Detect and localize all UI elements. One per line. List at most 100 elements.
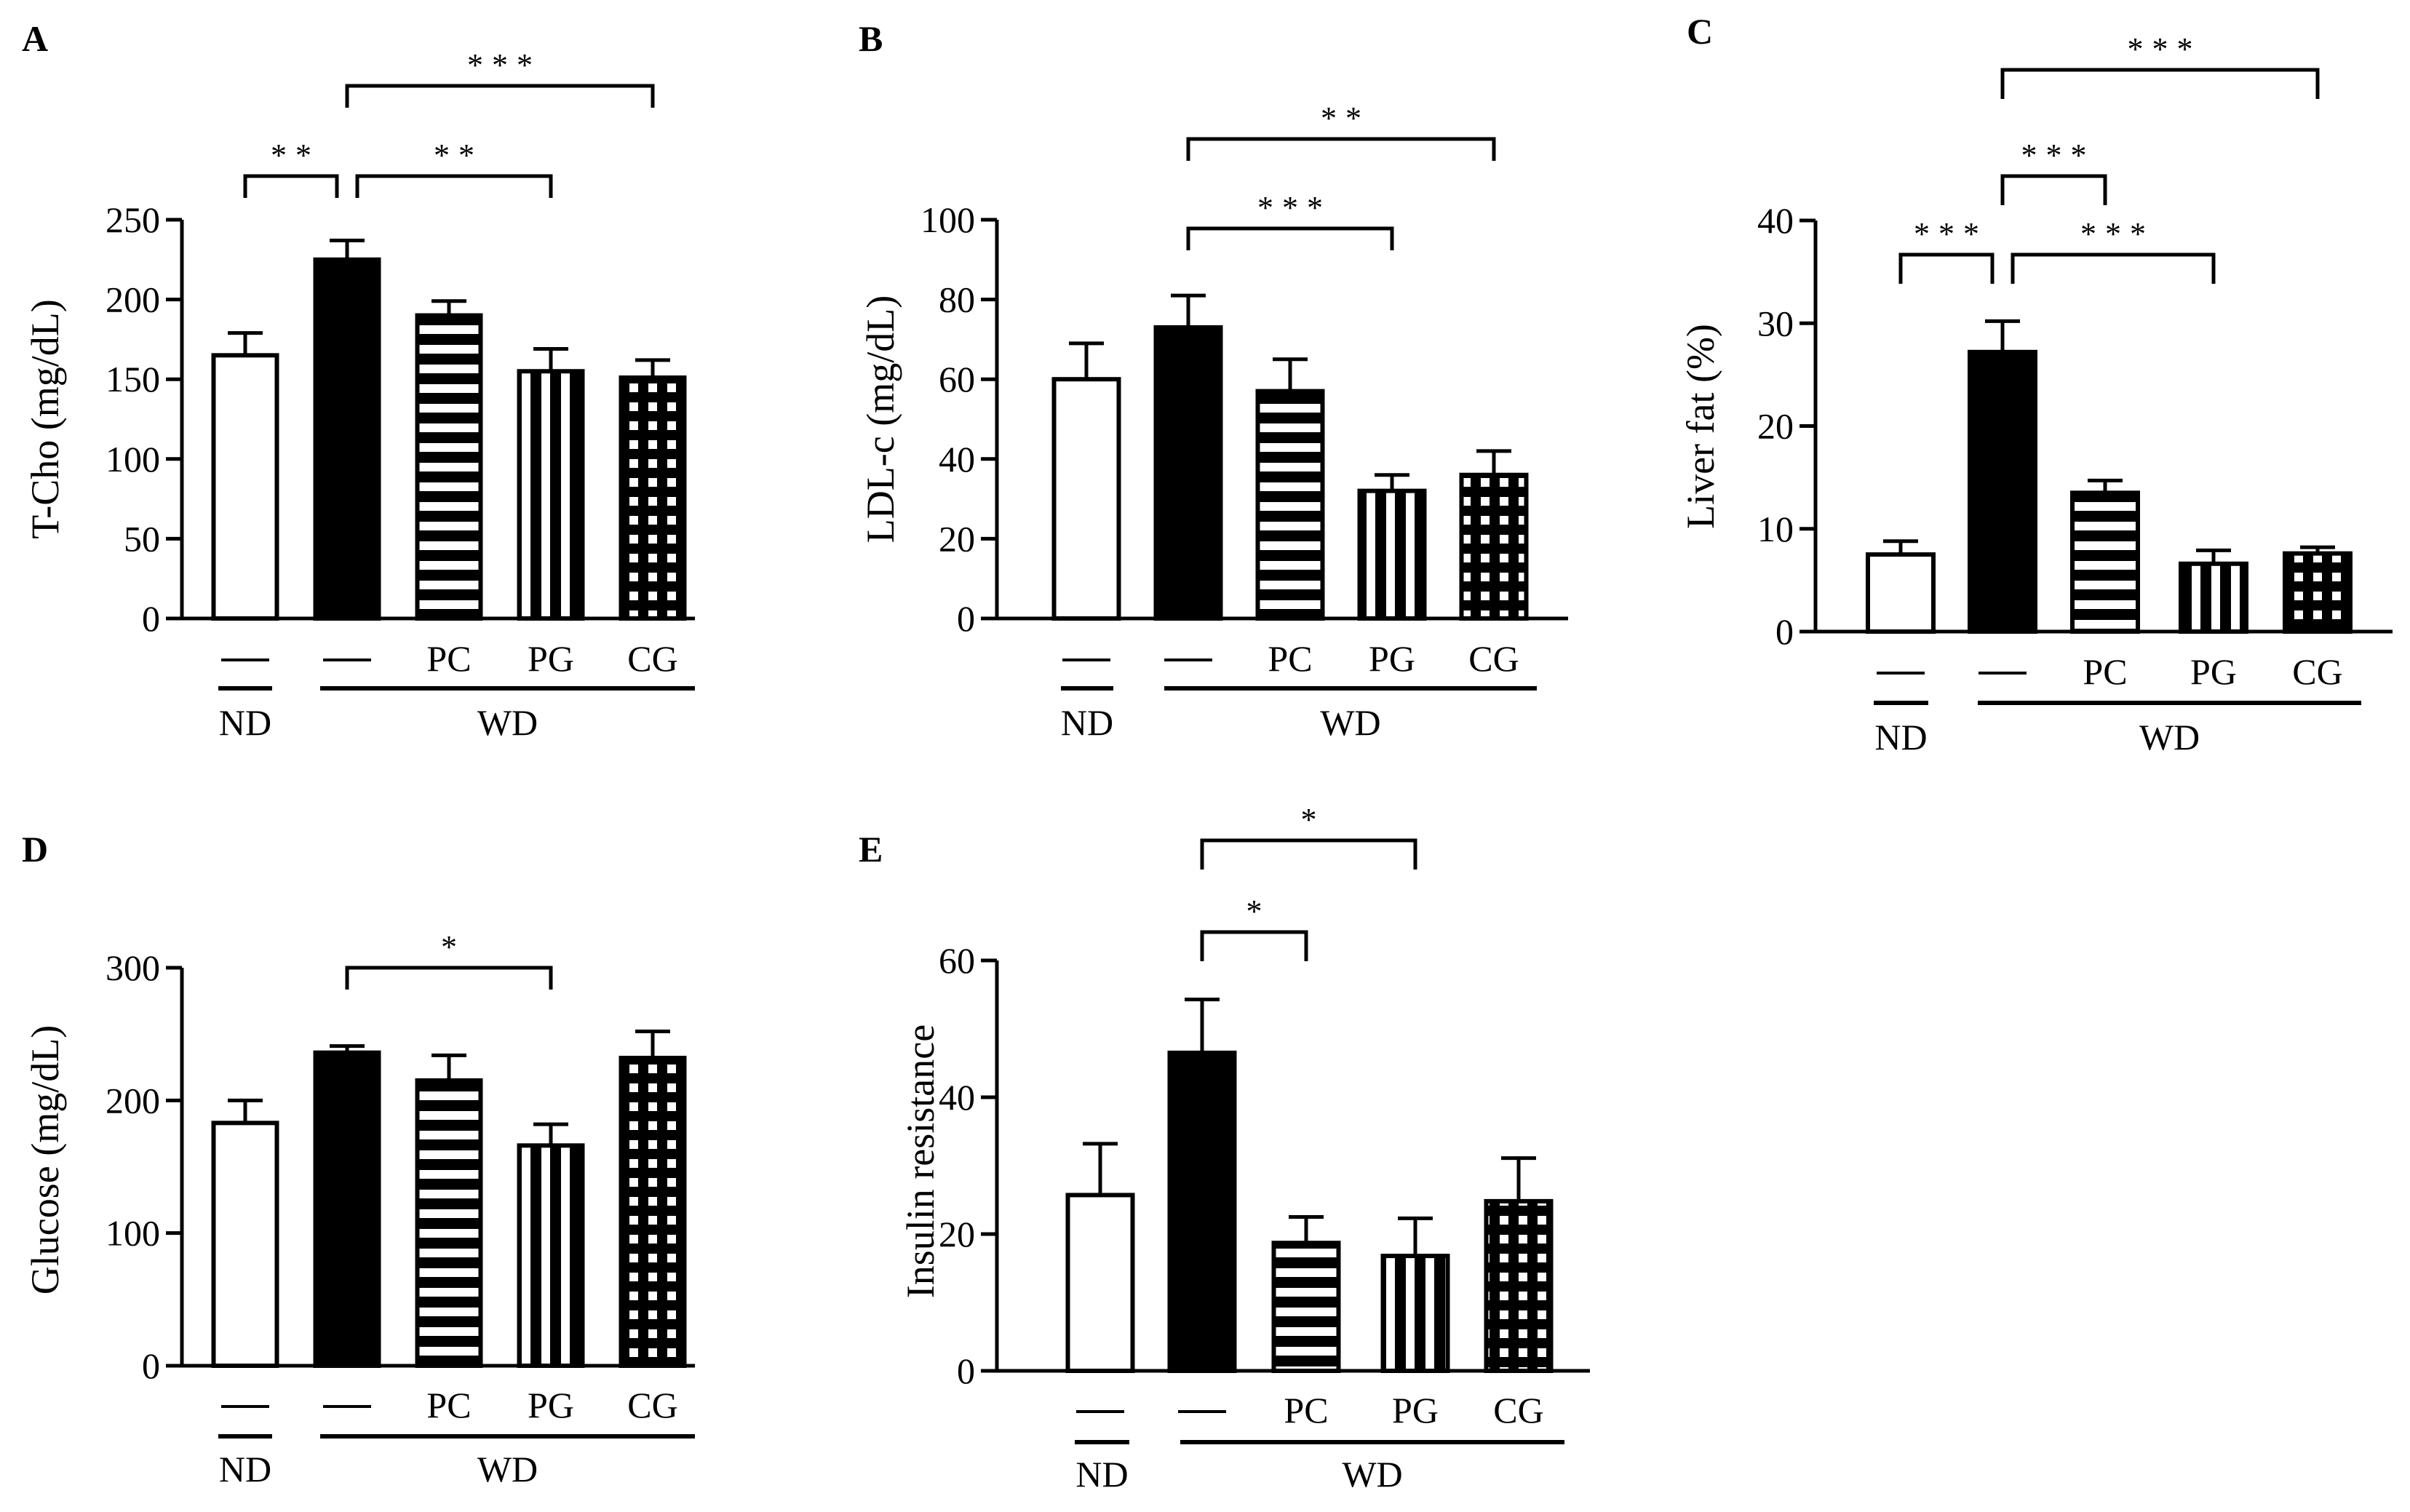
significance-stars: ** bbox=[434, 138, 483, 173]
y-tick-label: 0 bbox=[957, 598, 975, 639]
y-tick-label: 30 bbox=[1757, 303, 1794, 343]
category-label: CG bbox=[1468, 638, 1519, 679]
significance-stars: ** bbox=[271, 138, 320, 173]
significance-bracket bbox=[1200, 838, 1417, 870]
bar bbox=[1167, 1050, 1237, 1374]
bar bbox=[211, 353, 279, 621]
significance-bracket bbox=[2011, 252, 2216, 284]
significance-bracket bbox=[1898, 252, 1995, 284]
significance-stars: *** bbox=[2128, 31, 2202, 67]
bar bbox=[1051, 377, 1121, 621]
bar bbox=[1380, 1254, 1450, 1373]
y-axis-label: Liver fat (%) bbox=[1679, 324, 1722, 529]
panel-letter: B bbox=[859, 18, 883, 59]
bar bbox=[517, 1143, 585, 1368]
y-axis-label: T-Cho (mg/dL) bbox=[23, 299, 67, 538]
panel-letter: D bbox=[22, 829, 48, 870]
chart-panel-e: E 0 20 40 60 Insulin resistance PC PG CG ND WD * * bbox=[859, 802, 1590, 1495]
y-tick-label: 200 bbox=[106, 1080, 160, 1121]
bar bbox=[1271, 1241, 1341, 1373]
significance-stars: * bbox=[1301, 802, 1326, 837]
bar bbox=[2179, 561, 2248, 634]
category-label: PC bbox=[1268, 638, 1312, 679]
chart-panel-d: D 0 100 200 300 Glucose (mg/dL) PC PG CG ND WD * bbox=[22, 829, 695, 1489]
bar bbox=[1153, 325, 1223, 621]
category-label: PG bbox=[1392, 1390, 1439, 1431]
category-label: CG bbox=[1493, 1390, 1543, 1431]
y-tick-label: 10 bbox=[1757, 509, 1794, 549]
bar bbox=[517, 369, 585, 621]
category-label: PC bbox=[426, 638, 471, 679]
significance-bracket bbox=[2000, 174, 2107, 205]
bar bbox=[415, 1078, 483, 1368]
y-tick-label: 0 bbox=[142, 1345, 160, 1386]
bar bbox=[1255, 389, 1325, 621]
category-label: PC bbox=[426, 1385, 471, 1425]
group-label: ND bbox=[219, 702, 271, 743]
chart-panel-c: C 0 10 20 30 40 Liver fat (%) PC PG CG ND WD *** *** *… bbox=[1679, 11, 2393, 757]
group-label: WD bbox=[2139, 717, 2200, 757]
significance-stars: *** bbox=[1914, 216, 1988, 252]
category-label: PC bbox=[1284, 1390, 1328, 1431]
category-label: PG bbox=[528, 638, 574, 679]
bar bbox=[2070, 490, 2140, 634]
bar bbox=[1484, 1198, 1554, 1373]
significance-stars: *** bbox=[467, 47, 541, 83]
bar bbox=[313, 257, 381, 621]
y-tick-label: 60 bbox=[939, 359, 975, 399]
significance-bracket bbox=[345, 84, 655, 108]
bar bbox=[313, 1050, 381, 1369]
y-tick-label: 200 bbox=[106, 279, 160, 320]
bar bbox=[1357, 488, 1427, 621]
y-tick-label: 150 bbox=[106, 359, 160, 399]
category-label: PC bbox=[2083, 651, 2127, 692]
bar bbox=[415, 313, 483, 621]
significance-bracket bbox=[243, 174, 339, 198]
y-tick-label: 20 bbox=[939, 1214, 975, 1254]
y-axis-label: Glucose (mg/dL) bbox=[23, 1025, 67, 1294]
significance-stars: ** bbox=[1321, 100, 1370, 136]
group-label: ND bbox=[1874, 717, 1927, 757]
chart-panel-a: A 0 50 100 150 200 250 T-Cho (mg/dL) PC PG CG ND WD *… bbox=[22, 18, 695, 743]
group-label: ND bbox=[219, 1449, 271, 1489]
group-label: ND bbox=[1061, 702, 1113, 743]
y-tick-label: 50 bbox=[124, 518, 160, 559]
significance-stars: * bbox=[1246, 894, 1271, 929]
significance-stars: *** bbox=[2080, 216, 2155, 252]
bar bbox=[2283, 551, 2353, 634]
bar bbox=[1065, 1193, 1135, 1374]
bar bbox=[1459, 472, 1529, 621]
significance-bracket bbox=[345, 966, 553, 990]
bar bbox=[619, 375, 687, 621]
group-label: WD bbox=[477, 702, 538, 743]
y-tick-label: 20 bbox=[939, 518, 975, 559]
category-label: CG bbox=[2292, 651, 2342, 692]
y-tick-label: 0 bbox=[1775, 611, 1794, 652]
panel-letter: E bbox=[859, 829, 883, 870]
bar bbox=[619, 1055, 687, 1369]
y-tick-label: 20 bbox=[1757, 406, 1794, 447]
significance-stars: *** bbox=[2021, 138, 2096, 173]
group-label: WD bbox=[1342, 1454, 1402, 1495]
y-tick-label: 60 bbox=[939, 940, 975, 981]
y-tick-label: 0 bbox=[142, 598, 160, 639]
y-tick-label: 250 bbox=[106, 199, 160, 240]
y-axis-label: Insulin resistance bbox=[899, 1024, 942, 1298]
category-label: PG bbox=[1369, 638, 1415, 679]
y-axis-label: LDL-c (mg/dL) bbox=[859, 295, 902, 543]
y-tick-label: 0 bbox=[957, 1350, 975, 1391]
panel-letter: A bbox=[22, 18, 48, 59]
category-label: CG bbox=[627, 638, 677, 679]
significance-stars: * bbox=[441, 929, 466, 965]
bar bbox=[211, 1121, 279, 1368]
category-label: PG bbox=[2190, 651, 2237, 692]
panel-letter: C bbox=[1687, 11, 1713, 52]
y-tick-label: 40 bbox=[1757, 200, 1794, 241]
significance-bracket bbox=[355, 174, 553, 198]
group-label: WD bbox=[477, 1449, 538, 1489]
category-label: CG bbox=[627, 1385, 677, 1425]
y-tick-label: 40 bbox=[939, 439, 975, 480]
y-tick-label: 80 bbox=[939, 279, 975, 320]
